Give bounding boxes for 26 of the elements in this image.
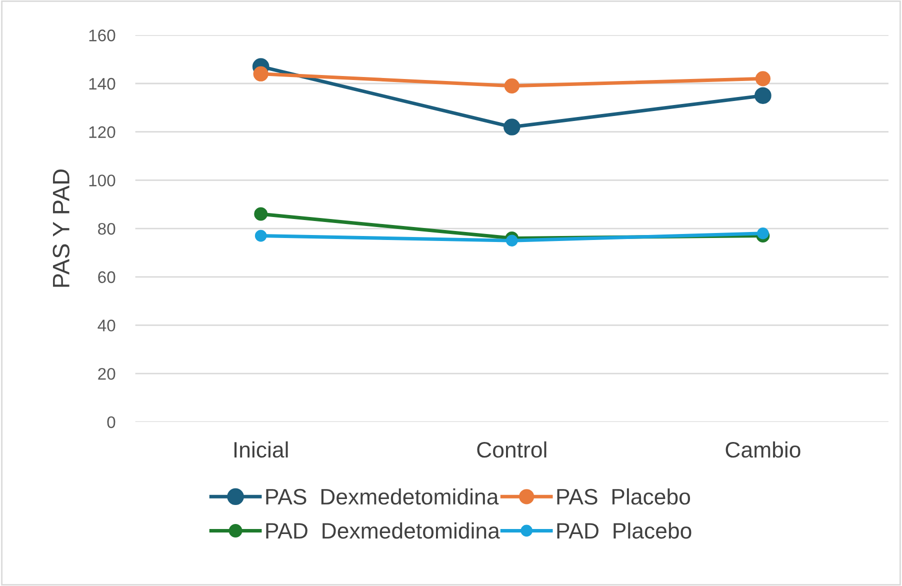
legend-label: PAD Dexmedetomidina [266, 522, 500, 539]
y-tick-label: 140 [89, 78, 116, 90]
point [754, 87, 772, 104]
point [503, 118, 520, 136]
x-tick-label: Cambio [726, 441, 800, 458]
y-tick-label: 120 [89, 126, 116, 138]
legend-label: PAD Placebo [557, 522, 692, 539]
point [504, 78, 520, 94]
y-tick-label: 80 [98, 222, 116, 235]
point [755, 71, 771, 86]
y-tick-label: 160 [89, 30, 116, 42]
point [254, 230, 267, 242]
point [506, 234, 518, 247]
legend-label: PAS Dexmedetomidina [266, 488, 499, 505]
point [757, 227, 769, 240]
y-tick-label: 20 [98, 368, 116, 380]
y-axis-title: PAS Y PAD [52, 169, 70, 287]
y-tick-label: 0 [107, 416, 116, 428]
x-tick-label: Inicial [234, 441, 288, 458]
point [253, 66, 268, 82]
point [254, 207, 268, 221]
legend-label: PAS Placebo [557, 488, 690, 505]
x-tick-label: Control [477, 441, 546, 458]
y-tick-label: 100 [89, 174, 116, 186]
y-tick-label: 60 [98, 271, 116, 284]
y-tick-label: 40 [98, 320, 116, 332]
